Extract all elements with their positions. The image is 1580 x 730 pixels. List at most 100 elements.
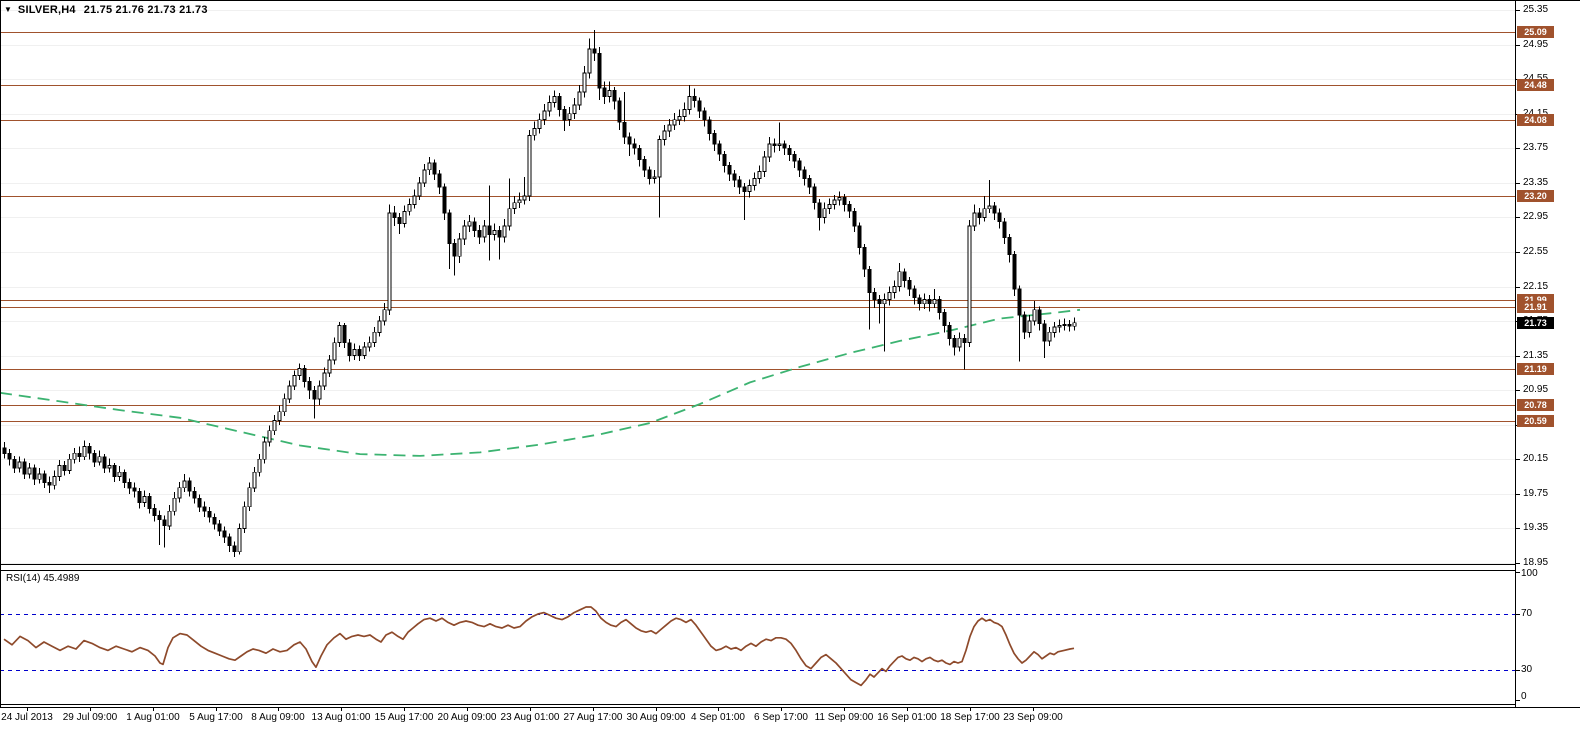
level-price-label: 24.08: [1517, 114, 1554, 126]
price-axis-label: 22.55: [1523, 246, 1549, 257]
candle-bearish: [732, 173, 737, 181]
level-price-label: 20.78: [1517, 399, 1554, 411]
time-axis-label: 23 Aug 01:00: [500, 712, 560, 723]
price-axis-label: 22.15: [1523, 281, 1549, 292]
candle-bearish: [62, 464, 67, 472]
candle-bearish: [802, 169, 807, 179]
candle-bullish: [587, 48, 592, 74]
candle-bullish: [532, 127, 537, 136]
price-axis-label: 18.95: [1523, 557, 1549, 568]
current-price-label: 21.73: [1517, 317, 1554, 329]
candle-bullish: [1052, 326, 1057, 333]
candle-bullish: [407, 203, 412, 212]
candle-bearish: [877, 299, 882, 305]
candle-bullish: [607, 89, 612, 97]
rsi-line: [3, 606, 1075, 687]
chart-title-bar: ▼ SILVER,H4 21.75 21.76 21.73 21.73: [4, 4, 208, 16]
candle-bullish: [252, 471, 257, 489]
candle-bullish: [107, 464, 112, 469]
price-axis-label: 23.35: [1523, 177, 1549, 188]
time-axis-label: 16 Sep 01:00: [877, 712, 937, 723]
candle-bearish: [112, 464, 117, 478]
candle-bullish: [512, 202, 517, 210]
candle-bearish: [157, 515, 162, 521]
candle-bearish: [622, 121, 627, 138]
rsi-axis-label: 0: [1521, 691, 1527, 702]
price-axis-label: 24.95: [1523, 39, 1549, 50]
level-price-label: 20.59: [1517, 415, 1554, 427]
price-axis-label: 22.95: [1523, 211, 1549, 222]
candle-bullish: [967, 225, 972, 344]
candle-bullish: [1062, 324, 1067, 326]
candle-bearish: [202, 506, 207, 512]
candle-bullish: [172, 497, 177, 512]
candle-bullish: [837, 197, 842, 201]
candle-bullish: [542, 110, 547, 121]
time-axis-label: 1 Aug 01:00: [126, 712, 180, 723]
candle-bullish: [482, 225, 487, 238]
price-axis-label: 21.35: [1523, 350, 1549, 361]
candle-bearish: [192, 490, 197, 499]
candle-bearish: [227, 536, 232, 547]
candle-bearish: [852, 210, 857, 227]
candle-bearish: [147, 496, 152, 510]
candle-bullish: [402, 210, 407, 224]
candle-bullish: [1032, 309, 1037, 322]
candle-bullish: [892, 286, 897, 293]
candle-bearish: [442, 186, 447, 214]
candle-bearish: [487, 225, 492, 236]
candle-bullish: [412, 195, 417, 205]
candle-bearish: [7, 452, 12, 460]
candle-bullish: [467, 221, 472, 227]
candle-bearish: [92, 452, 97, 463]
candle-bullish: [922, 299, 927, 305]
candle-bullish: [97, 456, 102, 463]
candle-bearish: [47, 482, 52, 486]
candle-bearish: [437, 173, 442, 188]
candle-bullish: [247, 487, 252, 508]
candle-bearish: [562, 108, 567, 121]
price-axis-label: 20.95: [1523, 384, 1549, 395]
candle-bullish: [537, 119, 542, 129]
candle-bearish: [592, 48, 597, 54]
candle-bullish: [757, 171, 762, 179]
candle-bullish: [522, 195, 527, 201]
price-axis-label: 19.35: [1523, 522, 1549, 533]
candle-bullish: [652, 176, 657, 179]
candle-bearish: [862, 247, 867, 270]
candle-bullish: [932, 299, 937, 305]
candle-bearish: [1037, 309, 1042, 325]
candle-bearish: [942, 311, 947, 326]
candle-bullish: [517, 199, 522, 204]
level-price-label: 21.91: [1517, 301, 1554, 313]
candle-bearish: [637, 147, 642, 160]
candle-bearish: [727, 165, 732, 175]
candle-bearish: [937, 299, 942, 313]
candle-bearish: [912, 288, 917, 299]
candle-bullish: [662, 130, 667, 141]
candle-bearish: [222, 530, 227, 538]
candle-bullish: [387, 212, 392, 311]
candle-bearish: [77, 452, 82, 458]
candle-bearish: [712, 133, 717, 145]
candle-bearish: [302, 368, 307, 383]
candle-bearish: [902, 271, 907, 281]
candle-bullish: [582, 72, 587, 93]
candle-bearish: [787, 147, 792, 155]
candle-bearish: [617, 100, 622, 123]
candle-bullish: [332, 342, 337, 361]
time-axis-label: 13 Aug 01:00: [311, 712, 371, 723]
candle-bullish: [427, 162, 432, 171]
symbol-period-label: SILVER,H4: [17, 4, 76, 16]
candle-bearish: [42, 473, 47, 484]
candle-bullish: [502, 225, 507, 238]
candle-bearish: [612, 89, 617, 102]
symbol-dropdown-icon[interactable]: ▼: [4, 5, 12, 14]
candle-bullish: [972, 212, 977, 227]
rsi-axis-label: 30: [1521, 664, 1533, 675]
time-axis-label: 23 Sep 09:00: [1003, 712, 1063, 723]
candle-bullish: [747, 184, 752, 192]
candle-bearish: [992, 205, 997, 214]
candle-bullish: [17, 461, 22, 469]
